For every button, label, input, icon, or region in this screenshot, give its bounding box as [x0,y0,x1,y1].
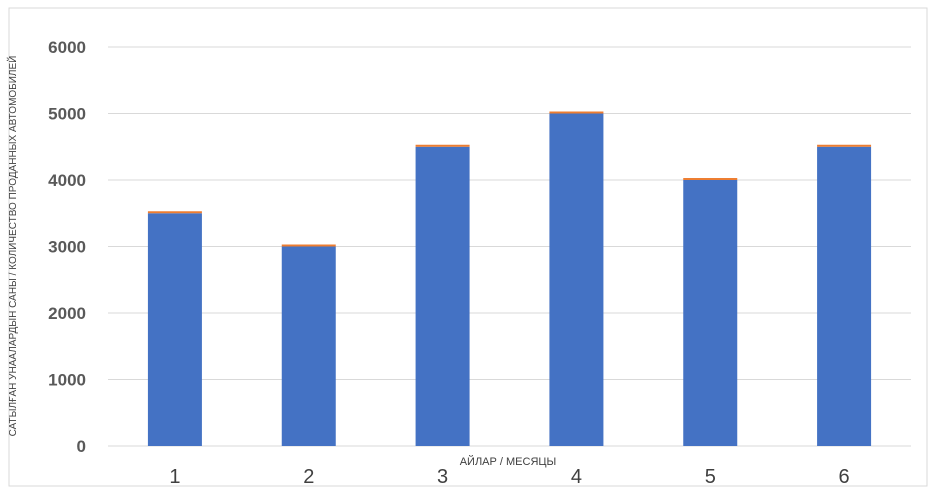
bar [683,180,738,446]
chart-border [8,7,928,487]
y-tick-label: 4000 [48,171,86,190]
x-tick-label: 5 [705,466,716,488]
y-tick-label: 3000 [48,238,86,257]
bar-cap-segment [147,211,202,214]
bar-cap-segment [549,111,604,114]
y-tick-label: 5000 [48,105,86,124]
bar [147,213,202,446]
x-tick-label: 2 [303,466,314,488]
bar [549,113,604,446]
bar [415,146,470,446]
bar-cap-segment [415,144,470,147]
x-axis-title: АЙЛАР / МЕСЯЦЫ [460,455,557,468]
y-axis-title: САТЫЛҒАН УНААЛАРДЫН САНЫ / КОЛИЧЕСТВО ПР… [6,56,19,437]
y-tick-label: 2000 [48,304,86,323]
bar [817,146,872,446]
bar [281,246,336,446]
bars [147,111,872,446]
y-tick-label: 6000 [48,38,86,57]
gridlines [108,46,911,447]
x-tick-label: 6 [839,466,850,488]
y-tick-label: 1000 [48,371,86,390]
bar-cap-segment [281,244,336,247]
x-tick-label: 4 [571,466,582,488]
x-tick-label: 3 [437,466,448,488]
y-tick-label: 0 [77,437,86,456]
x-axis-ticks: 1 2 3 4 5 6 [169,466,849,488]
bar-cap-segment [683,178,738,180]
y-axis-ticks: 0 1000 2000 3000 4000 5000 6000 [48,38,86,456]
x-tick-label: 1 [169,466,180,488]
bar-cap-segment [817,144,872,147]
